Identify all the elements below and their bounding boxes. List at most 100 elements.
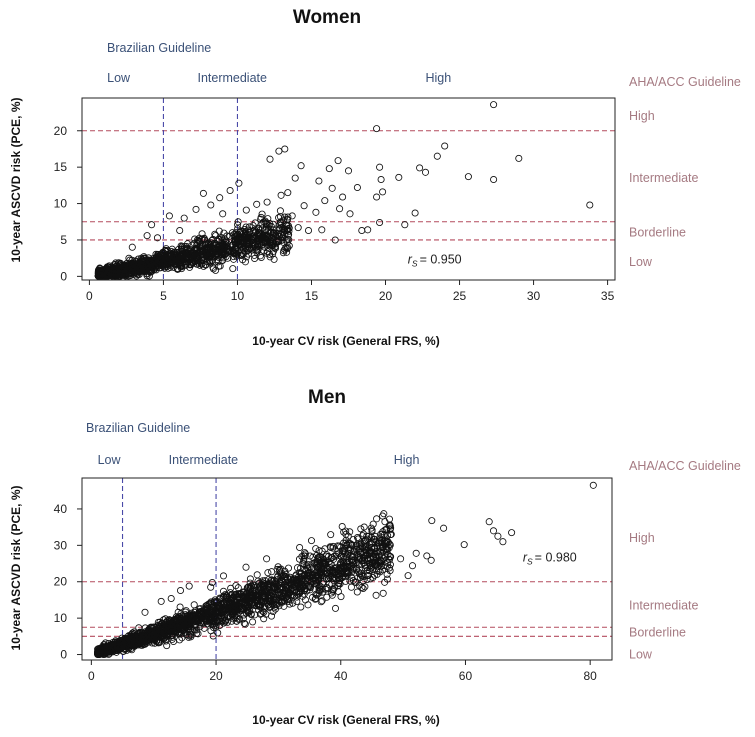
data-point <box>276 218 285 226</box>
data-point <box>223 600 231 608</box>
men-brazilian-guideline-heading: Brazilian Guideline <box>86 421 190 435</box>
data-point <box>376 218 384 227</box>
data-point <box>383 547 391 555</box>
data-point <box>175 619 183 627</box>
data-point <box>490 101 498 109</box>
women-correlation-value: = 0.950 <box>420 252 462 266</box>
data-point <box>346 210 354 218</box>
data-point <box>340 528 348 536</box>
data-point <box>304 601 312 609</box>
men-y-axis: 0 10 20 30 40 <box>54 502 82 662</box>
data-point <box>114 270 122 278</box>
data-point <box>265 579 273 587</box>
data-point <box>383 546 392 554</box>
women-x-axis: 0 5 10 15 20 25 30 35 <box>86 280 615 303</box>
data-point <box>186 611 194 619</box>
brazilian-category-label: High <box>394 453 420 467</box>
data-point <box>205 243 213 251</box>
data-point <box>316 570 324 578</box>
data-point <box>349 557 357 565</box>
data-point <box>464 173 472 181</box>
data-point <box>369 549 377 557</box>
data-point <box>300 587 308 595</box>
data-point <box>107 268 115 276</box>
women-correlation-annotation: rS = 0.950 <box>408 252 462 268</box>
women-brazilian-categories: Low Intermediate High <box>107 71 451 85</box>
data-point <box>228 241 236 249</box>
data-point <box>273 565 281 573</box>
men-correlation-subscript: S <box>527 557 533 567</box>
data-point <box>184 619 192 627</box>
data-point <box>261 239 269 247</box>
aha-category-label: High <box>629 109 655 123</box>
women-x-axis-label: 10-year CV risk (General FRS, %) <box>252 334 439 348</box>
data-point <box>216 194 224 202</box>
data-point <box>328 184 336 192</box>
y-tick-label: 20 <box>54 124 68 138</box>
data-point <box>397 555 405 563</box>
data-point <box>108 641 116 649</box>
data-point <box>348 541 356 549</box>
data-point <box>306 563 314 571</box>
data-point <box>240 225 249 233</box>
data-point <box>163 642 171 650</box>
data-point <box>150 627 158 635</box>
data-point <box>332 564 340 572</box>
data-point <box>248 233 256 241</box>
data-point <box>204 243 212 251</box>
data-point <box>186 255 194 263</box>
data-point <box>273 573 282 581</box>
data-point <box>515 154 523 162</box>
data-point <box>489 527 498 535</box>
data-point <box>312 545 320 553</box>
data-point <box>284 596 292 604</box>
data-point <box>213 255 221 264</box>
data-point <box>182 631 190 639</box>
data-point <box>275 147 283 155</box>
data-point <box>141 608 149 616</box>
data-point <box>373 125 381 133</box>
data-point <box>264 569 272 577</box>
data-point <box>207 201 215 209</box>
data-point <box>365 549 374 558</box>
data-point <box>375 537 383 545</box>
women-brazilian-threshold-lines <box>162 98 239 280</box>
data-point <box>351 578 359 586</box>
women-correlation-subscript: S <box>412 258 418 268</box>
data-point <box>283 221 291 229</box>
data-point <box>147 259 155 267</box>
data-point <box>168 618 176 626</box>
brazilian-category-label: Intermediate <box>197 71 267 85</box>
data-point <box>242 563 250 571</box>
data-point <box>257 253 265 262</box>
x-tick-label: 5 <box>160 289 167 303</box>
data-point <box>246 579 254 587</box>
data-point <box>269 226 277 234</box>
data-point <box>285 231 293 239</box>
data-point <box>379 188 387 196</box>
data-point <box>238 242 246 250</box>
data-point <box>199 189 207 197</box>
data-point <box>272 600 280 609</box>
data-point <box>169 637 178 646</box>
data-point <box>339 193 347 201</box>
data-point <box>273 576 281 584</box>
y-tick-label: 0 <box>60 648 67 662</box>
data-point <box>306 584 314 592</box>
y-tick-label: 30 <box>54 538 68 552</box>
data-point <box>258 580 266 588</box>
brazilian-category-label: Low <box>98 453 122 467</box>
data-point <box>350 545 358 553</box>
data-point <box>199 251 207 259</box>
data-point <box>152 637 161 645</box>
data-point <box>251 219 259 227</box>
data-point <box>145 267 154 275</box>
x-tick-label: 0 <box>88 669 95 683</box>
data-point <box>211 241 219 249</box>
brazilian-category-label: Intermediate <box>169 453 239 467</box>
data-point <box>361 583 369 591</box>
data-point <box>284 222 292 230</box>
data-point <box>257 213 265 221</box>
data-point <box>343 567 352 575</box>
data-point <box>271 244 280 252</box>
